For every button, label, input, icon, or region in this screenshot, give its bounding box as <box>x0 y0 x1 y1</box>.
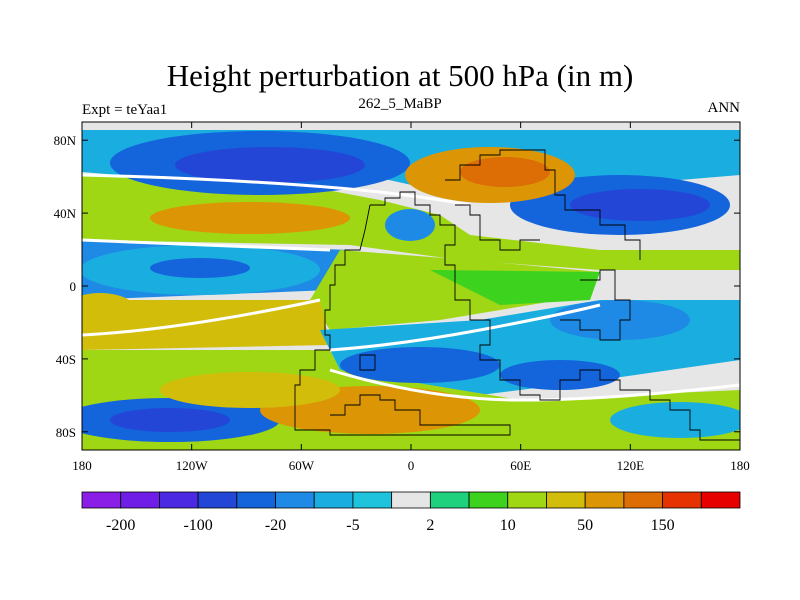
colorbar-swatch <box>584 491 625 509</box>
continent-outlines <box>294 149 740 441</box>
low-south-east <box>610 402 740 438</box>
outline-gondwana-west <box>294 204 511 436</box>
low-mediterranean <box>385 209 435 241</box>
y-tick-label: 80S <box>56 425 76 440</box>
colorbar-swatch <box>313 491 354 509</box>
x-tick-label: 120E <box>617 458 645 473</box>
colorbar-label: -20 <box>265 517 286 534</box>
colorbar-swatch <box>236 491 276 509</box>
colorbar-swatch <box>429 491 470 509</box>
colorbar-swatch <box>197 491 238 509</box>
x-tick-label: 180 <box>72 458 92 473</box>
colorbar: -200 -100 -20 -5 2 10 50 150 <box>81 491 741 534</box>
outline-east-block <box>560 269 631 341</box>
period-label: 262_5_MaBP <box>358 96 442 112</box>
colorbar-label: 10 <box>500 517 516 534</box>
outline-gondwana-east <box>370 191 740 441</box>
low-south-atlantic <box>340 347 500 383</box>
contour-field <box>82 122 740 450</box>
colorbar-swatch <box>275 491 315 509</box>
high-north-america <box>150 202 350 234</box>
y-tick-label: 40S <box>56 352 76 367</box>
colorbar-label: -200 <box>106 517 135 534</box>
colorbar-label: -5 <box>346 517 359 534</box>
season-label: ANN <box>707 100 741 116</box>
band-south-pacific <box>82 300 330 350</box>
colorbar-swatch <box>468 491 509 509</box>
colorbar-swatch <box>391 491 431 509</box>
x-tick-label: 60E <box>510 458 531 473</box>
colorbar-label: 50 <box>577 517 593 534</box>
colorbar-swatch <box>81 491 122 509</box>
x-tick-label: 0 <box>408 458 415 473</box>
colorbar-swatch <box>159 491 199 509</box>
y-tick-label: 0 <box>70 279 77 294</box>
experiment-label: Expt = teYaa1 <box>82 102 168 118</box>
colorbar-swatch <box>623 491 663 509</box>
x-tick-label: 120W <box>176 458 209 473</box>
colorbar-swatch <box>352 491 393 509</box>
colorbar-swatch <box>700 491 741 509</box>
colorbar-label: 150 <box>651 517 675 534</box>
colorbar-swatch <box>546 491 586 509</box>
outline-island <box>359 354 376 371</box>
colorbar-label: 2 <box>426 517 434 534</box>
x-axis: 180 120W 60W 0 60E 120E 180 <box>72 122 750 473</box>
y-tick-label: 40N <box>54 206 77 221</box>
colorbar-swatch <box>120 491 160 509</box>
outline-tethys <box>455 204 540 251</box>
y-axis: 80N 40N 0 40S 80S <box>54 133 740 440</box>
outline-laurasia <box>445 149 641 260</box>
band-africa-green <box>430 270 600 305</box>
colorbar-label: -100 <box>183 517 212 534</box>
low-south-indian <box>500 360 620 390</box>
colorbar-swatch <box>662 491 702 509</box>
x-tick-label: 60W <box>289 458 315 473</box>
y-tick-label: 80N <box>54 133 77 148</box>
x-tick-label: 180 <box>730 458 750 473</box>
colorbar-swatch <box>507 491 547 509</box>
chart-title: Height perturbation at 500 hPa (in m) <box>166 58 634 93</box>
